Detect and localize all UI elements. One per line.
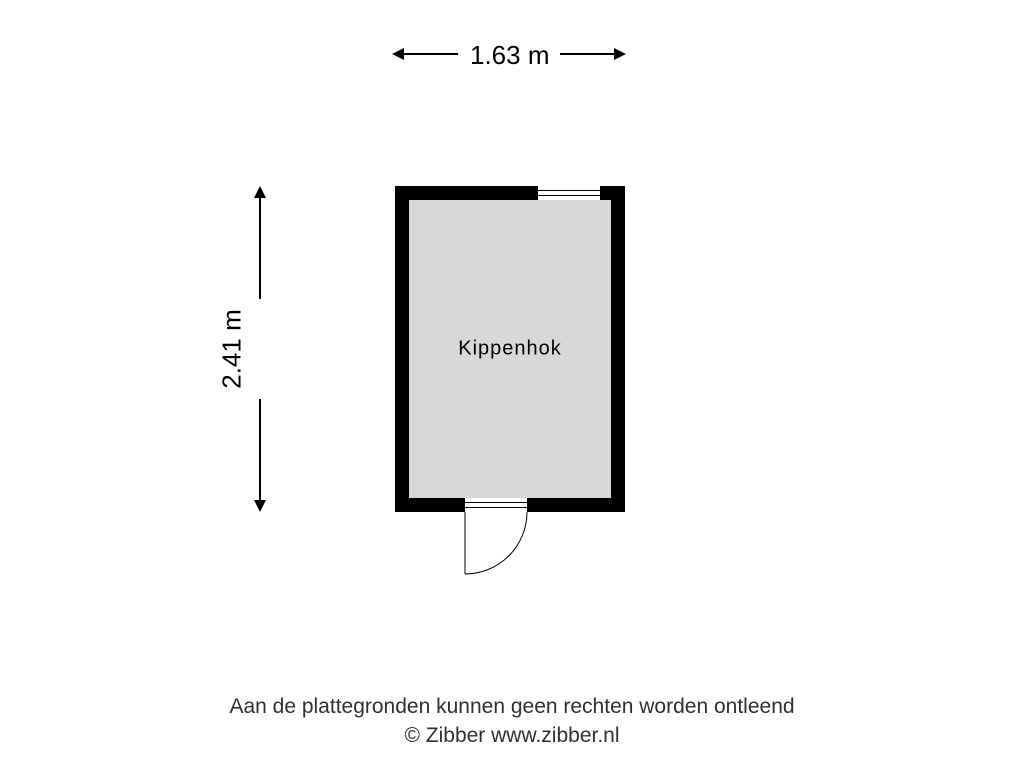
door-stripe [465,507,527,508]
window-stripe [538,195,600,196]
height-dimension-label: 2.41 m [217,309,248,389]
floorplan-canvas: Kippenhok 1.63 m 2.41 m Aan de plattegro… [0,0,1024,768]
room-label: Kippenhok [458,338,562,361]
disclaimer-line2: © Zibber www.zibber.nl [404,724,619,747]
disclaimer-line1: Aan de plattegronden kunnen geen rechten… [229,695,794,718]
window-opening-top [538,186,600,200]
width-dimension-label: 1.63 m [470,40,550,71]
disclaimer-footer: Aan de plattegronden kunnen geen rechten… [0,693,1024,750]
window-stripe [538,190,600,191]
door-opening-bottom [465,498,527,512]
door-stripe [465,502,527,503]
